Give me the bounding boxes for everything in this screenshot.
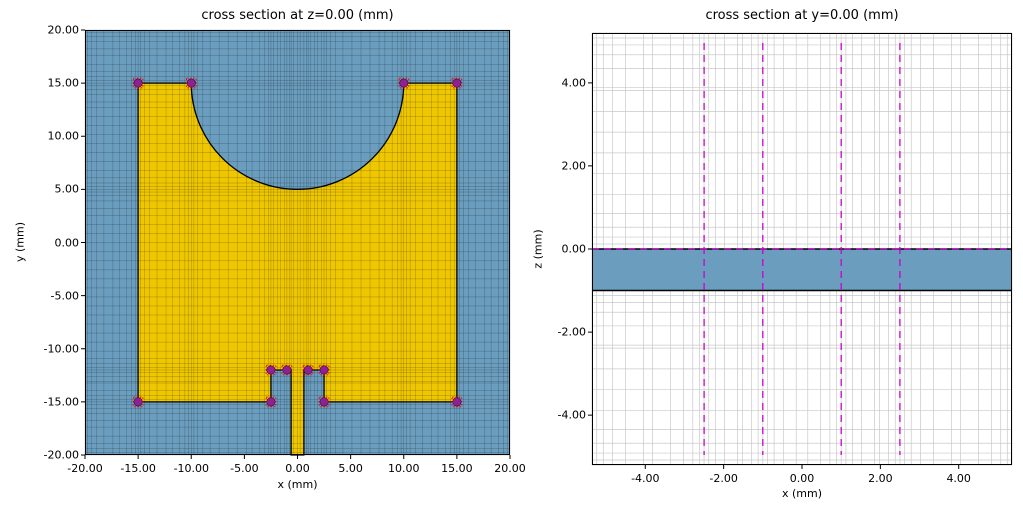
- y-tick-label: 0.00: [561, 242, 587, 256]
- marker-dot: [282, 365, 292, 375]
- marker-dot: [133, 78, 143, 88]
- y-tick-label: 2.00: [561, 159, 587, 173]
- y-tick-label: -15.00: [43, 395, 79, 409]
- marker-dot: [452, 78, 462, 88]
- x-tick-label: 5.00: [338, 462, 363, 475]
- tick-marks: [588, 82, 960, 469]
- marker-dot: [266, 397, 276, 407]
- y-tick-label: 5.00: [54, 182, 80, 196]
- x-tick-label: 20.00: [494, 462, 526, 475]
- marker-box: [302, 364, 314, 376]
- marker-dot: [319, 365, 329, 375]
- right-plot-canvas: [588, 32, 1013, 469]
- marker-dot: [399, 78, 409, 88]
- marker-dot: [133, 397, 143, 407]
- x-tick-label: 0.00: [789, 472, 815, 485]
- substrate-slab: [592, 249, 1012, 291]
- marker-dots: [133, 78, 462, 407]
- x-tick-label: -2.00: [709, 472, 738, 485]
- y-tick-label: -4.00: [557, 408, 586, 422]
- y-tick-label: -2.00: [557, 325, 586, 339]
- x-tick-label: -4.00: [631, 472, 660, 485]
- y-tick-label: 20.00: [47, 23, 80, 37]
- left-plot-xlabel: x (mm): [277, 478, 318, 491]
- y-tick-label: -5.00: [50, 289, 79, 303]
- y-tick-label: -20.00: [43, 448, 79, 462]
- y-tick-label: 4.00: [561, 76, 587, 90]
- x-tick-label: 0.00: [285, 462, 310, 475]
- y-tick-label: 10.00: [47, 129, 80, 143]
- right-plot-xlabel: x (mm): [781, 487, 823, 500]
- dashed-guide-lines: [592, 43, 1012, 455]
- marker-dot: [319, 397, 329, 407]
- marker-box: [265, 396, 277, 408]
- y-tick-label: 15.00: [47, 76, 80, 90]
- marker-box: [318, 364, 330, 376]
- marker-dot: [186, 78, 196, 88]
- marker-box: [281, 364, 293, 376]
- marker-dot: [452, 397, 462, 407]
- left-plot-title: cross section at z=0.00 (mm): [201, 8, 394, 23]
- marker-box: [451, 396, 463, 408]
- x-tick-label: 10.00: [388, 462, 420, 475]
- marker-dot: [266, 365, 276, 375]
- x-tick-label: -20.00: [67, 462, 103, 475]
- y-tick-label: -10.00: [43, 342, 79, 356]
- plot-frame: [85, 30, 510, 455]
- right-plot-title: cross section at y=0.00 (mm): [705, 8, 899, 23]
- marker-box: [451, 77, 463, 89]
- x-tick-label: 15.00: [441, 462, 473, 475]
- x-tick-label: 4.00: [946, 472, 971, 485]
- plot-frame: [592, 33, 1012, 465]
- marker-box: [265, 364, 277, 376]
- tick-marks: [81, 29, 511, 459]
- marker-dot: [303, 365, 313, 375]
- x-tick-label: -15.00: [120, 462, 156, 475]
- left-plot-canvas: [81, 29, 511, 459]
- marker-box: [398, 77, 410, 89]
- x-tick-label: -10.00: [173, 462, 210, 475]
- x-tick-label: -5.00: [230, 462, 259, 475]
- marker-box: [186, 77, 197, 89]
- marker-box: [318, 396, 330, 408]
- x-tick-label: 2.00: [868, 472, 893, 485]
- y-tick-label: 0.00: [54, 236, 80, 249]
